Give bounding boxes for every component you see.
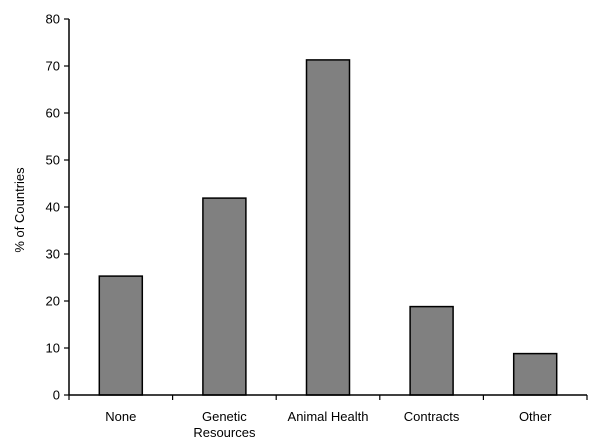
- y-tick-label: 20: [46, 294, 60, 309]
- y-tick-label: 0: [53, 388, 60, 403]
- y-tick-label: 80: [46, 12, 60, 27]
- x-tick-label: None: [105, 409, 136, 424]
- y-tick-label: 10: [46, 341, 60, 356]
- axes-group: [64, 18, 588, 400]
- bar-1: [98, 275, 144, 396]
- bar-2: [202, 197, 247, 396]
- x-tick-label: Contracts: [404, 409, 460, 424]
- y-tick-label: 50: [46, 153, 60, 168]
- x-tick-label: Other: [519, 409, 552, 424]
- y-tick-label: 70: [46, 59, 60, 74]
- bars-group: [98, 59, 558, 396]
- x-tick-label: Animal Health: [288, 409, 369, 424]
- y-axis-title: % of Countries: [12, 167, 27, 253]
- y-tick-label: 30: [46, 247, 60, 262]
- labels-group: 0 10 20 30 40 50 60 70 80 None Genetic Resources Ani…: [46, 12, 553, 441]
- x-tick-label: Genetic Resources: [193, 409, 256, 440]
- bar-3: [305, 59, 351, 396]
- y-tick-label: 60: [46, 106, 60, 121]
- bar-5: [512, 352, 558, 396]
- bar-4: [409, 305, 454, 396]
- y-tick-label: 40: [46, 200, 60, 215]
